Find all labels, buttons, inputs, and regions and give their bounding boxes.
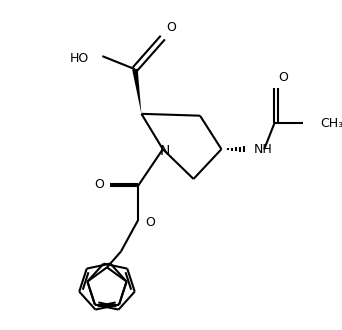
Text: N: N [159, 144, 170, 158]
Text: HO: HO [70, 51, 89, 64]
Text: O: O [278, 71, 288, 84]
Text: CH₃: CH₃ [320, 116, 342, 130]
Text: NH: NH [254, 143, 273, 156]
Polygon shape [132, 69, 142, 114]
Text: O: O [145, 216, 155, 229]
Text: O: O [94, 178, 104, 191]
Text: O: O [167, 21, 176, 34]
